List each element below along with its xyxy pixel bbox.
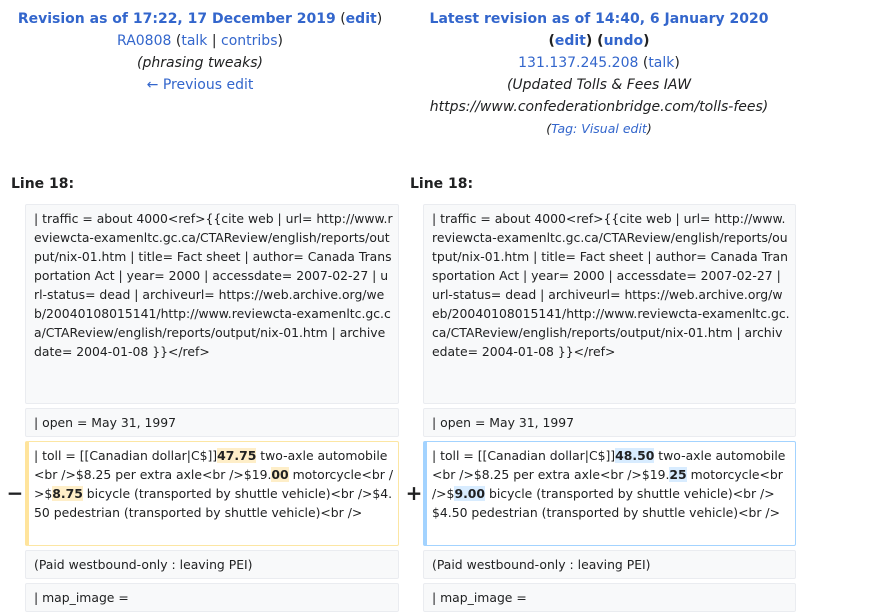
toll-old-text-4: bicycle (transported by shuttle vehicle)… xyxy=(34,486,393,520)
old-user-talk-link[interactable]: talk xyxy=(181,33,208,49)
new-edit-summary-line2: https://www.confederationbridge.com/toll… xyxy=(429,99,769,115)
new-revision-header: Latest revision as of 14:40, 6 January 2… xyxy=(400,8,798,140)
toll-new-text-2: two-axle automobile<br />$8.25 per extra… xyxy=(432,448,786,482)
paren: ) xyxy=(585,33,593,49)
toll-old-changed-2: 00 xyxy=(271,467,289,482)
paren: ) xyxy=(674,55,680,71)
paren: ) xyxy=(376,11,383,27)
previous-edit-link[interactable]: ← Previous edit xyxy=(146,77,254,93)
undo-link[interactable]: undo xyxy=(603,33,644,49)
diff-context-map-image-right: | map_image = xyxy=(423,583,796,612)
old-edit-link[interactable]: edit xyxy=(345,11,377,27)
tag-visual-edit-link[interactable]: Visual edit xyxy=(581,121,647,136)
deleted-line-marker: − xyxy=(6,481,24,505)
old-user-link[interactable]: RA0808 xyxy=(117,33,172,49)
toll-old-text-2: two-axle automobile<br />$8.25 per extra… xyxy=(34,448,388,482)
new-user-link[interactable]: 131.137.245.208 xyxy=(518,55,639,71)
diff-context-map-image-left: | map_image = xyxy=(25,583,399,612)
new-edit-link[interactable]: edit xyxy=(554,33,586,49)
diff-context-traffic-left: | traffic = about 4000<ref>{{cite web | … xyxy=(25,204,399,404)
toll-old-text-3: motorcycle<br />$ xyxy=(34,467,393,501)
toll-old-changed-3: 8.75 xyxy=(52,486,83,501)
diff-context-paid-right: (Paid westbound-only : leaving PEI) xyxy=(423,550,796,579)
diff-added-toll-line: | toll = [[Canadian dollar|C$]]48.50 two… xyxy=(423,441,796,546)
paren: ( xyxy=(548,33,555,49)
new-user-talk-link[interactable]: talk xyxy=(648,55,675,71)
line-number-label-right: Line 18: xyxy=(410,176,474,192)
diff-context-traffic-right: | traffic = about 4000<ref>{{cite web | … xyxy=(423,204,796,404)
new-edit-summary-line1: (Updated Tolls & Fees IAW xyxy=(506,77,692,93)
toll-new-changed-3: 9.00 xyxy=(454,486,486,501)
old-revision-header: Revision as of 17:22, 17 December 2019 (… xyxy=(0,8,400,96)
toll-new-text-3: motorcycle<br />$ xyxy=(432,467,783,501)
toll-new-changed-2: 25 xyxy=(669,467,687,482)
diff-context-paid-left: (Paid westbound-only : leaving PEI) xyxy=(25,550,399,579)
diff-context-open-right: | open = May 31, 1997 xyxy=(423,408,796,437)
paren: ( xyxy=(340,11,346,27)
new-revision-title-link[interactable]: Latest revision as of 14:40, 6 January 2… xyxy=(429,11,769,27)
paren: ( xyxy=(546,121,552,136)
paren: ) xyxy=(643,33,650,49)
paren: ( xyxy=(175,33,182,49)
toll-new-text-1: | toll = [[Canadian dollar|C$]] xyxy=(432,448,616,463)
toll-new-changed-1: 48.50 xyxy=(615,448,655,463)
old-user-contribs-link[interactable]: contribs xyxy=(221,33,278,49)
tag-prefix-link[interactable]: Tag: xyxy=(551,121,578,136)
toll-old-text-1: | toll = [[Canadian dollar|C$]] xyxy=(34,448,218,463)
diff-context-open-left: | open = May 31, 1997 xyxy=(25,408,399,437)
paren: ( xyxy=(597,33,604,49)
old-revision-title-link[interactable]: Revision as of 17:22, 17 December 2019 xyxy=(17,11,336,27)
paren: ) xyxy=(646,121,652,136)
old-edit-summary: (phrasing tweaks) xyxy=(137,55,263,71)
paren: ) xyxy=(277,33,283,49)
line-number-label-left: Line 18: xyxy=(11,176,75,192)
added-line-marker: + xyxy=(405,481,423,505)
separator: | xyxy=(211,33,217,49)
toll-new-text-4: bicycle (transported by shuttle vehicle)… xyxy=(432,486,780,520)
paren: ( xyxy=(642,55,649,71)
diff-deleted-toll-line: | toll = [[Canadian dollar|C$]]47.75 two… xyxy=(25,441,399,546)
toll-old-changed-1: 47.75 xyxy=(217,448,257,463)
